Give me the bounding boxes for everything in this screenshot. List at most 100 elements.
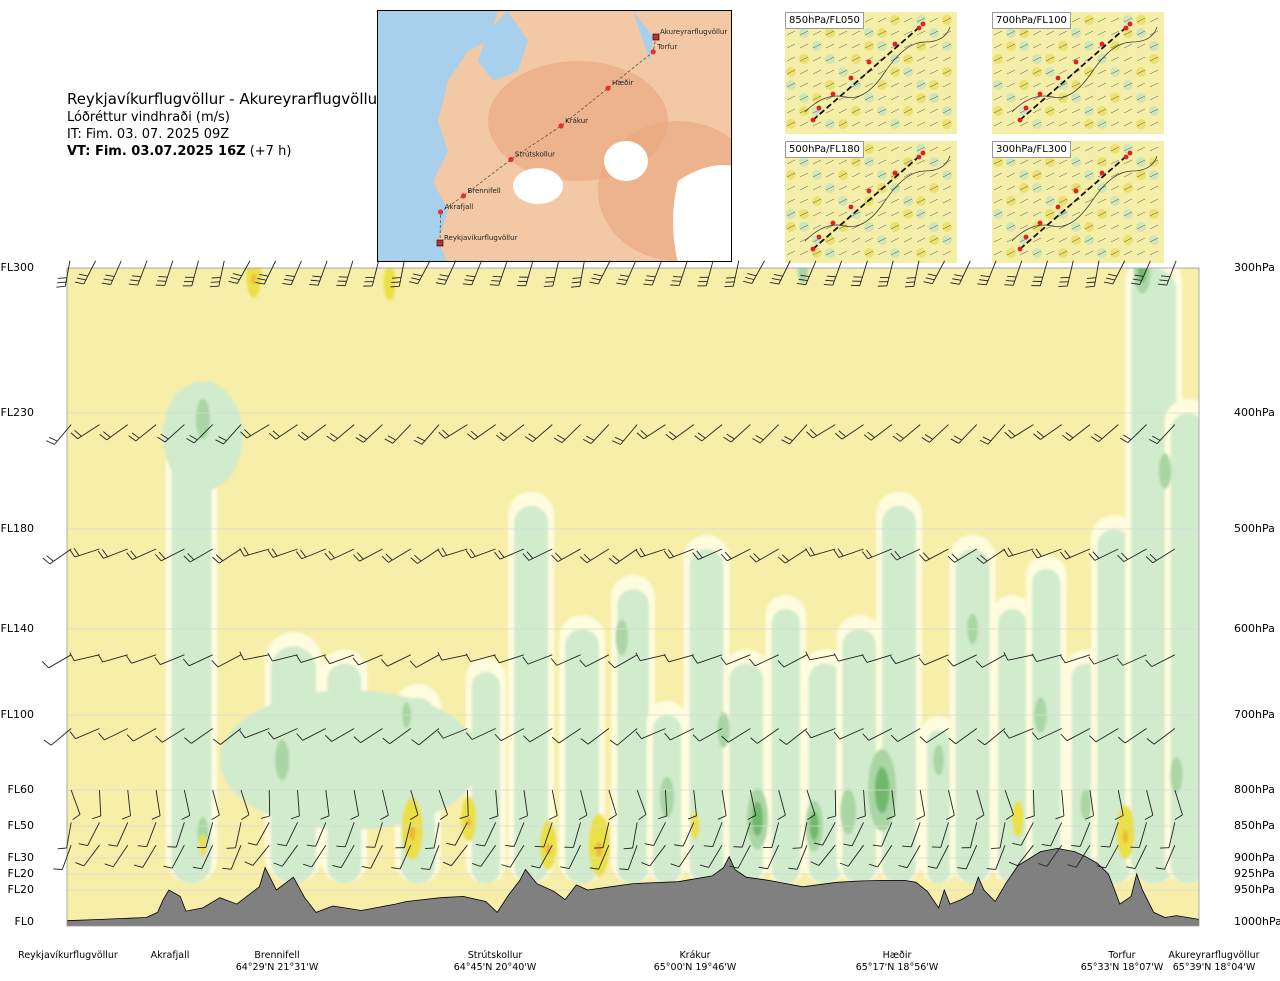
wind-barb-0-42: [1130, 260, 1151, 285]
panel-barb: [929, 30, 939, 36]
wind-barb-flag: [813, 842, 823, 846]
wind-barb-shaft: [527, 654, 553, 665]
wind-barb-flag: [356, 552, 364, 560]
station-name: Strútskollur: [467, 950, 523, 961]
map-station-marker-5: [460, 193, 467, 199]
panel-barb: [825, 159, 835, 165]
plume-16: [955, 549, 990, 884]
wind-barb-shaft: [919, 789, 926, 816]
wind-barb-flag: [872, 844, 882, 847]
variable-title: Lóðréttur vindhraði (m/s): [67, 110, 230, 125]
wind-barb-flag: [1003, 730, 1010, 739]
wind-barb-4-30: [890, 728, 921, 742]
panel-barb: [838, 198, 848, 204]
panel-barb: [812, 69, 822, 75]
wind-barb-1-35: [1033, 424, 1062, 440]
wind-barb-shaft: [235, 822, 242, 848]
panel-barb: [942, 172, 952, 178]
wind-barb-7-27: [810, 844, 836, 866]
downdraft-core-18: [1170, 757, 1183, 793]
wind-barb-flag: [380, 814, 389, 820]
wind-barb-flag: [1116, 658, 1124, 666]
wind-barb-shaft: [404, 822, 412, 848]
panel-barb: [799, 250, 809, 256]
wind-barb-flag: [104, 863, 114, 868]
panel-route-marker-5: [1099, 170, 1105, 176]
wind-barb-5-4: [181, 789, 191, 820]
wind-barb-flag: [295, 551, 303, 560]
wind-barb-flag: [69, 652, 75, 661]
wind-barb-flag: [1155, 867, 1165, 870]
wind-barb-flag: [464, 279, 474, 282]
wind-barb-5-14: [459, 789, 469, 820]
wind-barb-shaft: [678, 844, 695, 868]
updraft-core-strong-4: [466, 817, 472, 829]
wind-barb-shaft: [1007, 654, 1034, 661]
panel-route-marker-6: [1123, 154, 1129, 160]
wind-barb-6-12: [395, 822, 412, 849]
wind-barb-flag: [74, 429, 82, 437]
wind-barb-flag: [921, 437, 930, 443]
panel-barb: [1110, 237, 1120, 243]
wind-barb-flag: [957, 867, 967, 870]
wind-barb-2-24: [720, 548, 751, 562]
wind-barb-7-15: [472, 844, 497, 867]
wind-barb-2-35: [1031, 548, 1062, 559]
wind-barb-flag: [1064, 550, 1071, 558]
map-airport-marker-0: [652, 33, 660, 41]
wind-barb-shaft: [450, 844, 468, 866]
plume-22: [1170, 413, 1199, 884]
panel-barb: [1149, 185, 1159, 191]
wind-barb-flag: [862, 733, 870, 741]
wind-barb-0-24: [670, 260, 688, 286]
level-label-hpa-6: 850hPa: [1234, 819, 1275, 832]
level-label-hpa-3: 600hPa: [1234, 622, 1275, 635]
panel-barb: [825, 211, 835, 217]
wind-barb-flag: [215, 554, 224, 562]
panel-barb: [1123, 30, 1133, 36]
wind-barb-flag: [130, 550, 137, 559]
panel-barb: [825, 250, 835, 256]
station-name: Akrafjall: [150, 950, 190, 961]
wind-barb-flag: [381, 555, 389, 563]
wind-barb-flag: [1107, 273, 1117, 277]
updraft-core-1: [383, 268, 396, 301]
field-blobs: [162, 268, 1199, 884]
wind-barb-flag: [272, 430, 280, 438]
panel-barb: [1071, 146, 1081, 152]
wind-barb-flag: [523, 735, 531, 743]
wind-barb-flag: [218, 436, 227, 442]
wind-barb-3-19: [579, 654, 610, 668]
panel-route-marker-0: [810, 117, 816, 123]
panel-barb: [1110, 95, 1120, 101]
panel-barb: [851, 198, 861, 204]
wind-barb-shaft: [616, 728, 638, 746]
wind-barb-1-7: [240, 424, 270, 439]
wind-barb-flag: [78, 273, 88, 277]
wind-barb-flag: [467, 433, 475, 440]
wind-barb-flag: [1096, 865, 1106, 869]
wind-barb-6-29: [872, 822, 893, 847]
panel-barb: [1110, 146, 1120, 152]
wind-barb-flag: [916, 815, 925, 820]
wind-barb-flag: [186, 438, 195, 444]
panel-route: [812, 23, 924, 121]
wind-barb-flag: [459, 815, 469, 820]
wind-barb-shaft: [754, 654, 779, 667]
panel-barb: [929, 211, 939, 217]
wind-barb-shaft: [1016, 844, 1034, 866]
wind-barb-flag: [980, 554, 988, 562]
wind-barb-flag: [324, 656, 331, 664]
panel-700hPa: 700hPa/FL100: [992, 12, 1164, 134]
wind-barb-1-27: [806, 424, 836, 439]
panel-barb: [799, 43, 809, 49]
wind-barb-6-1: [78, 822, 100, 847]
wind-barb-4-12: [382, 728, 412, 745]
wind-barb-flag: [717, 815, 727, 820]
wind-barb-flag: [1117, 736, 1126, 744]
level-label-hpa-1: 400hPa: [1234, 406, 1275, 419]
map-sea-west: [378, 11, 498, 261]
panel-barb: [799, 159, 809, 165]
wind-barb-flag: [1114, 815, 1124, 820]
wind-barb-flag: [329, 432, 338, 439]
